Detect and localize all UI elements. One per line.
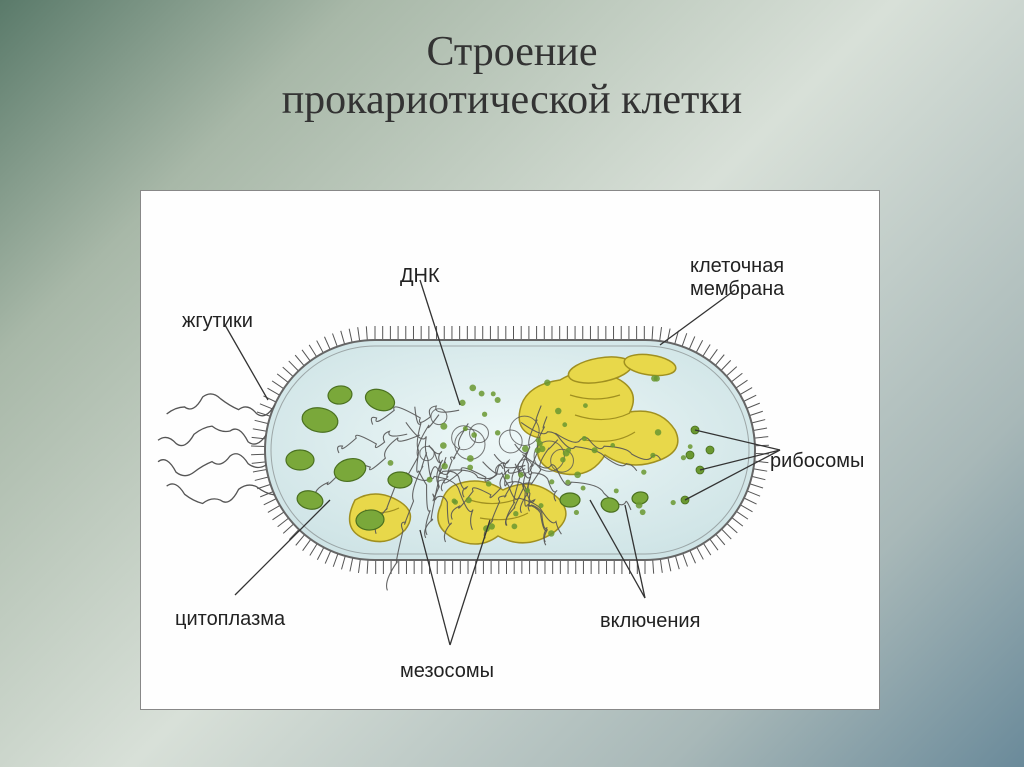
label-membrane-1: клеточная: [690, 255, 784, 278]
label-inclusions: включения: [600, 610, 700, 633]
label-mesosomes: мезосомы: [400, 660, 494, 683]
label-membrane-2: мембрана: [690, 278, 784, 301]
label-ribosomes: рибосомы: [770, 450, 864, 473]
label-cytoplasm: цитоплазма: [175, 608, 285, 631]
cell-diagram: [0, 0, 1024, 767]
label-flagella: жгутики: [182, 310, 253, 333]
label-dna: ДНК: [400, 265, 440, 288]
